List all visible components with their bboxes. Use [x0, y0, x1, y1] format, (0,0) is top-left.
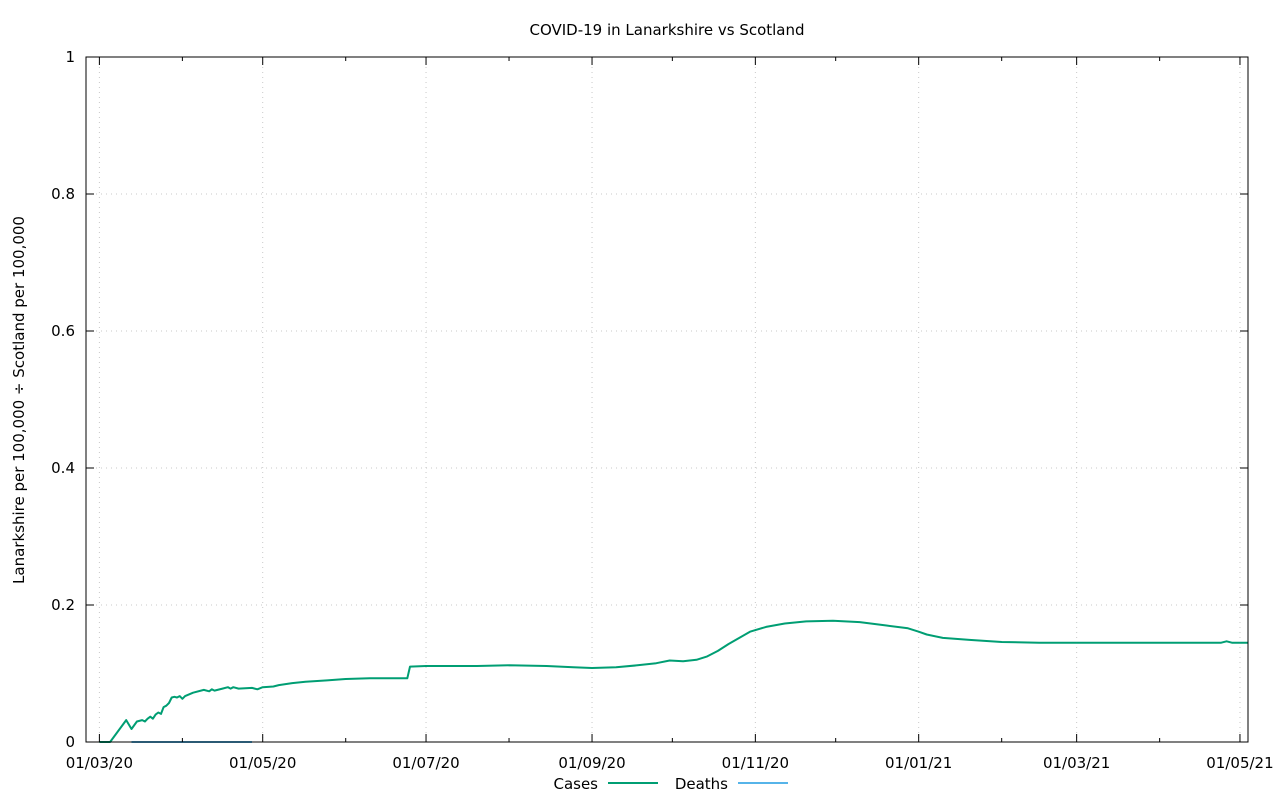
- chart-title: COVID-19 in Lanarkshire vs Scotland: [529, 21, 804, 39]
- axis-ticks: 0 0.2 0.4 0.6 0.8 1 01/03/20 01/05/20 01/07/20 01…: [51, 48, 1274, 772]
- x-tick-label: 01/11/20: [722, 754, 789, 772]
- y-tick-label: 1: [65, 48, 75, 66]
- legend-label-deaths: Deaths: [675, 775, 728, 793]
- plot-frame: [85, 56, 1249, 743]
- grid: [86, 57, 1248, 742]
- y-tick-label: 0.2: [51, 596, 75, 614]
- legend: Cases Deaths: [553, 775, 788, 793]
- y-tick-label: 0: [65, 733, 75, 751]
- legend-label-cases: Cases: [553, 775, 598, 793]
- y-tick-label: 0.4: [51, 459, 75, 477]
- x-tick-label: 01/05/20: [229, 754, 296, 772]
- y-tick-label: 0.8: [51, 185, 75, 203]
- x-tick-label: 01/03/20: [66, 754, 133, 772]
- x-tick-label: 01/01/21: [885, 754, 952, 772]
- series-lines: [99, 619, 1248, 743]
- x-tick-label: 01/09/20: [558, 754, 625, 772]
- x-tick-label: 01/05/21: [1206, 754, 1273, 772]
- y-tick-label: 0.6: [51, 322, 75, 340]
- y-axis-label: Lanarkshire per 100,000 ÷ Scotland per 1…: [10, 216, 28, 584]
- x-tick-label: 01/03/21: [1043, 754, 1110, 772]
- x-tick-label: 01/07/20: [392, 754, 459, 772]
- series-line-cases: [99, 619, 1248, 743]
